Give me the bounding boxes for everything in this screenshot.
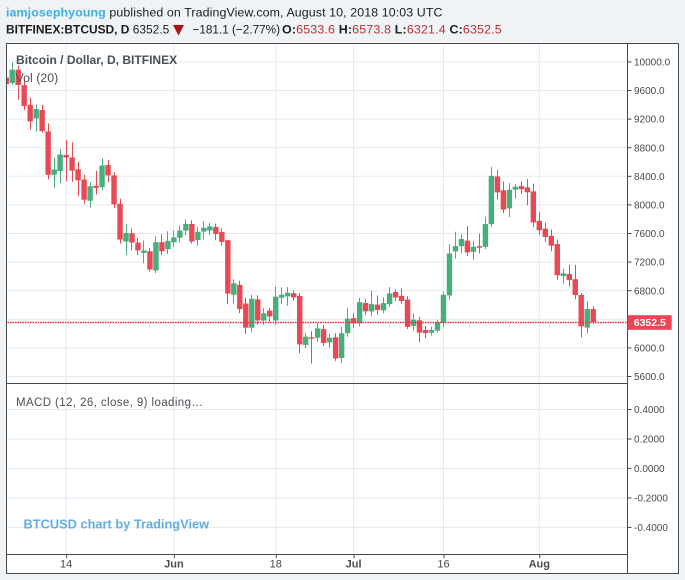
svg-text:Bitcoin / Dollar, D, BITFINEX: Bitcoin / Dollar, D, BITFINEX xyxy=(16,55,178,67)
svg-text:Jun: Jun xyxy=(164,559,184,571)
svg-text:14: 14 xyxy=(60,559,72,571)
svg-text:7600.0: 7600.0 xyxy=(634,229,665,240)
svg-text:6352.5: 6352.5 xyxy=(634,317,666,329)
svg-text:BITFINEX:BTCUSD, D 6352.5: BITFINEX:BTCUSD, D 6352.5 xyxy=(6,23,169,37)
svg-text:6800.0: 6800.0 xyxy=(634,286,665,297)
svg-text:10000.0: 10000.0 xyxy=(634,58,671,69)
svg-text:9600.0: 9600.0 xyxy=(634,86,665,97)
svg-text:9200.0: 9200.0 xyxy=(634,115,665,126)
svg-text:Vol (20): Vol (20) xyxy=(16,73,59,85)
svg-text:-0.2000: -0.2000 xyxy=(634,494,668,505)
svg-text:O:6533.6 H:6573.8 L:6321.4 C:6: O:6533.6 H:6573.8 L:6321.4 C:6352.5 xyxy=(282,23,502,37)
svg-text:18: 18 xyxy=(270,559,282,571)
svg-text:8800.0: 8800.0 xyxy=(634,143,665,154)
svg-text:16: 16 xyxy=(437,559,449,571)
svg-text:0.2000: 0.2000 xyxy=(634,435,665,446)
svg-text:Jul: Jul xyxy=(346,559,362,571)
svg-text:8400.0: 8400.0 xyxy=(634,172,665,183)
svg-text:7200.0: 7200.0 xyxy=(634,258,665,269)
svg-text:-0.4000: -0.4000 xyxy=(634,523,668,534)
svg-text:8000.0: 8000.0 xyxy=(634,201,665,212)
svg-text:Aug: Aug xyxy=(529,559,550,571)
svg-text:iamjosephyoung published on Tr: iamjosephyoung published on TradingView.… xyxy=(6,6,443,20)
svg-text:5600.0: 5600.0 xyxy=(634,372,665,383)
svg-text:MACD (12, 26, close, 9) loadin: MACD (12, 26, close, 9) loading… xyxy=(16,397,203,409)
svg-text:BTCUSD chart by TradingView: BTCUSD chart by TradingView xyxy=(24,517,210,532)
svg-text:−181.1 (−2.77%): −181.1 (−2.77%) xyxy=(193,23,281,37)
svg-text:0.4000: 0.4000 xyxy=(634,405,665,416)
svg-text:6000.0: 6000.0 xyxy=(634,344,665,355)
svg-text:0.0000: 0.0000 xyxy=(634,464,665,475)
